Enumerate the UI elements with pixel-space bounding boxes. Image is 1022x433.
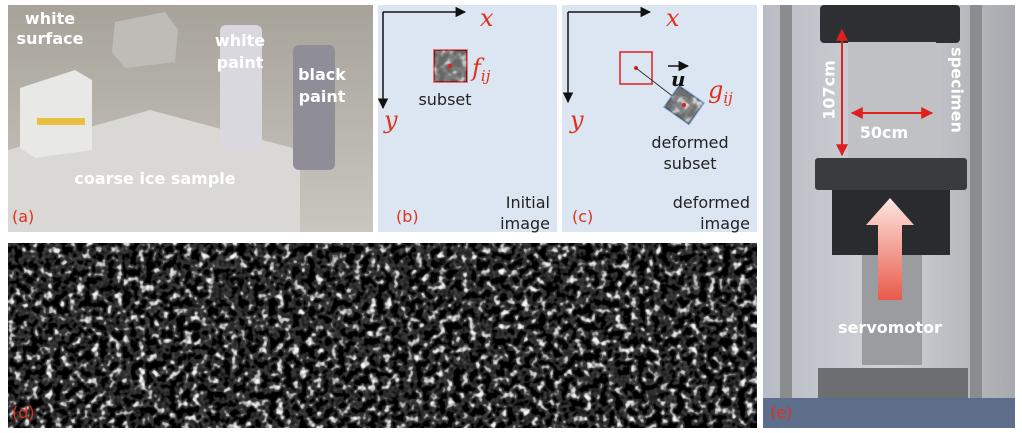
deformed-subset-label: deformed subset xyxy=(651,133,728,173)
caption: Initial image xyxy=(500,193,550,233)
original-subset xyxy=(619,51,653,85)
frame-right xyxy=(970,5,982,428)
caption: deformed image xyxy=(673,193,750,233)
white-box xyxy=(20,70,92,158)
x-axis-label: x xyxy=(480,4,494,32)
x-axis-label: x xyxy=(666,4,680,32)
black-paint-label: black paint xyxy=(298,65,346,106)
top-plate xyxy=(820,5,960,43)
sample-label: coarse ice sample xyxy=(74,169,235,188)
white-surface-label: white surface xyxy=(17,9,84,48)
speckle-image xyxy=(8,243,757,428)
base-plate xyxy=(763,398,1015,428)
specimen-label: specimen xyxy=(948,47,967,133)
panel-label: (b) xyxy=(396,207,419,226)
y-axis-label: y xyxy=(569,106,584,134)
subset-label: subset xyxy=(418,90,471,109)
deformed-center xyxy=(682,103,686,107)
y-axis-label: y xyxy=(383,106,398,134)
panel-background xyxy=(562,5,757,232)
ice-block xyxy=(112,12,178,68)
subset-center xyxy=(448,64,452,68)
platen xyxy=(815,158,967,190)
panel-background xyxy=(378,5,557,232)
width-label: 50cm xyxy=(860,123,908,142)
base-block xyxy=(818,368,968,398)
frame-left xyxy=(780,5,792,428)
black-paint-can xyxy=(293,45,335,170)
servomotor-label: servomotor xyxy=(838,318,942,337)
deformed-function: gij xyxy=(708,76,733,107)
height-label: 107cm xyxy=(820,60,839,120)
white-paint-label: white paint xyxy=(215,31,265,72)
displacement-label: u xyxy=(671,67,686,91)
specimen xyxy=(848,42,936,158)
panel-c: x y u gij deformed subset deformed image (… xyxy=(562,4,757,233)
panel-label: (c) xyxy=(572,207,593,226)
panel-b: x y fij subset Initial image (b) xyxy=(377,4,557,233)
panel-label: (a) xyxy=(12,207,34,226)
panel-a: white surface white paint black paint coars… xyxy=(8,5,373,232)
panel-e: 107cm 50cm specimen servomotor (e) xyxy=(763,5,1015,428)
white-paint-can xyxy=(220,25,262,150)
panel-label: (d) xyxy=(12,403,35,422)
panel-d: (d) xyxy=(8,243,757,428)
yellow-stripe xyxy=(37,118,85,125)
load-arrow xyxy=(866,198,914,300)
panel-label: (e) xyxy=(770,403,792,422)
